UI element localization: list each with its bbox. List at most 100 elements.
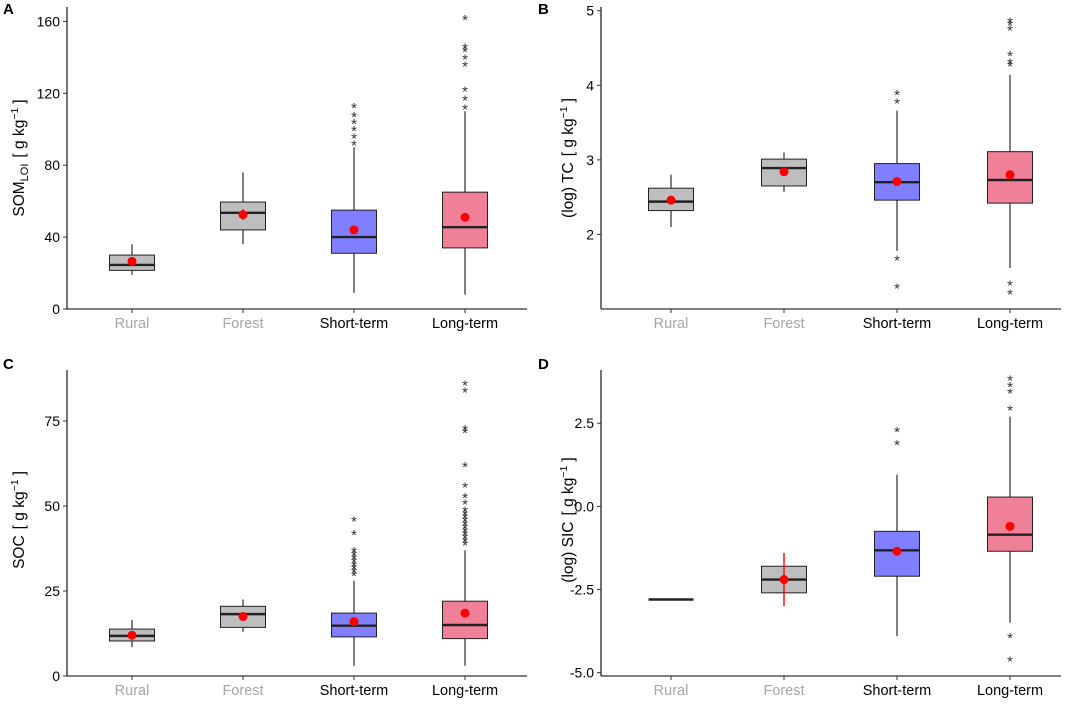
y-tick-label-d-0: 0.0: [575, 498, 595, 514]
y-axis-title-unit-c: [ g kg: [11, 491, 28, 529]
x-tick-label-a-long-term: Long-term: [432, 316, 498, 332]
y-tick-label-c-25: 25: [44, 583, 60, 599]
y-axis-title-exp-d: −1: [558, 465, 570, 477]
outlier-c-short-term-6: *: [351, 548, 357, 565]
box-group-d-forest: [761, 552, 807, 607]
box-group-c-long-term: *******************: [442, 378, 488, 666]
outlier-b-long-term-6: *: [1007, 17, 1013, 34]
outlier-c-long-term-11: *: [462, 497, 468, 514]
mean-point-a-forest: [238, 210, 248, 220]
x-tick-label-a-forest: Forest: [222, 316, 263, 332]
y-tick-label-a-160: 160: [37, 13, 61, 29]
outlier-b-short-term-0: *: [894, 281, 900, 298]
outlier-b-short-term-1: *: [894, 252, 900, 269]
outlier-c-long-term-12: *: [462, 490, 468, 507]
outlier-c-short-term-9: *: [351, 514, 357, 531]
x-tick-label-d-rural: Rural: [654, 683, 689, 699]
box-group-a-rural: [109, 244, 155, 275]
y-tick-label-a-0: 0: [52, 301, 60, 317]
mean-point-b-short-term: [892, 176, 902, 186]
outlier-a-short-term-2: *: [351, 123, 357, 140]
y-tick-label-a-80: 80: [44, 157, 60, 173]
y-axis-title-exp-c: −1: [9, 479, 21, 491]
y-axis-title-unit-b: [ g kg: [560, 118, 577, 156]
outlier-c-long-term-6: *: [462, 517, 468, 534]
x-tick-label-b-short-term: Short-term: [863, 316, 932, 332]
y-axis-title-main-b: (log) TC: [560, 162, 577, 218]
outlier-d-long-term-4: *: [1007, 379, 1013, 396]
y-axis-title-d: (log) SIC [ g kg−1]: [558, 457, 577, 582]
outlier-d-long-term-0: *: [1007, 653, 1013, 670]
box-group-b-short-term: ****: [874, 87, 920, 298]
outlier-c-long-term-5: *: [462, 520, 468, 537]
outlier-a-long-term-2: *: [462, 84, 468, 101]
y-tick-label-b-5: 5: [586, 3, 594, 19]
outlier-b-long-term-0: *: [1007, 287, 1013, 304]
x-tick-label-d-long-term: Long-term: [977, 683, 1043, 699]
y-axis-title-b: (log) TC [ g kg−1]: [558, 98, 577, 218]
mean-point-b-long-term: [1005, 170, 1015, 180]
panel-letter-b: B: [538, 1, 549, 18]
outlier-b-long-term-2: *: [1007, 58, 1013, 75]
outlier-b-long-term-1: *: [1007, 278, 1013, 295]
mean-point-b-rural: [666, 195, 676, 205]
outlier-c-long-term-10: *: [462, 503, 468, 520]
y-axis-title-close-c: ]: [11, 471, 28, 475]
outlier-d-short-term-0: *: [894, 437, 900, 454]
box-group-b-rural: [648, 174, 694, 227]
y-tick-label-a-40: 40: [44, 229, 60, 245]
box-group-d-short-term: **: [874, 424, 920, 637]
outlier-a-long-term-6: *: [462, 41, 468, 58]
y-tick-label-b-3: 3: [586, 152, 594, 168]
mean-point-a-long-term: [460, 212, 470, 222]
outlier-d-long-term-5: *: [1007, 372, 1013, 389]
outlier-a-long-term-7: *: [462, 12, 468, 29]
outlier-d-long-term-1: *: [1007, 630, 1013, 647]
y-tick-label-d--5: -5.0: [570, 665, 594, 681]
x-tick-label-b-rural: Rural: [654, 316, 689, 332]
outlier-a-short-term-3: *: [351, 116, 357, 133]
outlier-c-short-term-5: *: [351, 551, 357, 568]
x-tick-label-d-short-term: Short-term: [863, 683, 932, 699]
y-axis-title-close-d: ]: [560, 457, 577, 461]
box-group-b-forest: [761, 152, 807, 192]
outlier-c-long-term-17: *: [462, 384, 468, 401]
outlier-c-short-term-8: *: [351, 527, 357, 544]
y-axis-title-close-a: ]: [11, 99, 28, 103]
outlier-a-long-term-5: *: [462, 44, 468, 61]
outlier-c-short-term-3: *: [351, 558, 357, 575]
outlier-c-long-term-7: *: [462, 514, 468, 531]
outlier-c-long-term-9: *: [462, 507, 468, 524]
box-group-c-forest: [220, 599, 266, 632]
y-axis-title-a: SOMLOI [ g kg−1]: [9, 99, 31, 216]
y-axis-title-main-c: SOC: [11, 535, 28, 569]
outlier-b-long-term-3: *: [1007, 55, 1013, 72]
box-group-a-short-term: ******: [331, 100, 377, 293]
box-group-a-forest: [220, 172, 266, 245]
x-tick-label-a-short-term: Short-term: [320, 316, 389, 332]
outlier-a-long-term-4: *: [462, 51, 468, 68]
outlier-a-long-term-1: *: [462, 93, 468, 110]
y-axis-title-close-b: ]: [560, 98, 577, 102]
outlier-c-long-term-1: *: [462, 534, 468, 551]
y-axis-title-c: SOC [ g kg−1]: [9, 471, 28, 569]
outlier-c-long-term-2: *: [462, 531, 468, 548]
outlier-d-long-term-2: *: [1007, 402, 1013, 419]
x-tick-label-b-long-term: Long-term: [977, 316, 1043, 332]
y-axis-title-unit-a: [ g kg: [11, 120, 28, 158]
y-tick-label-c-0: 0: [52, 668, 60, 684]
outlier-d-short-term-1: *: [894, 424, 900, 441]
outlier-b-short-term-2: *: [894, 96, 900, 113]
mean-point-c-rural: [127, 630, 137, 640]
outlier-c-short-term-2: *: [351, 561, 357, 578]
box-group-c-short-term: **********: [331, 514, 377, 666]
outlier-d-long-term-3: *: [1007, 386, 1013, 403]
outlier-b-long-term-4: *: [1007, 48, 1013, 65]
y-axis-title-main-a: SOM: [11, 181, 28, 216]
x-tick-label-c-long-term: Long-term: [432, 683, 498, 699]
outlier-b-long-term-5: *: [1007, 23, 1013, 40]
y-axis-title-exp-a: −1: [9, 108, 21, 120]
box-group-d-long-term: ******: [987, 372, 1033, 670]
